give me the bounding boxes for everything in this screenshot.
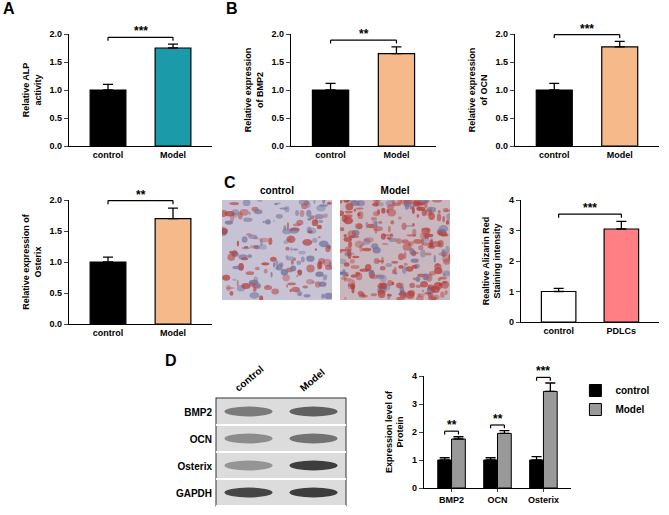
- svg-text:Relative expression ofOsterix: Relative expression ofOsterix: [21, 213, 43, 310]
- svg-text:2.0: 2.0: [495, 29, 508, 39]
- svg-text:Relative ALPactivity: Relative ALPactivity: [21, 63, 43, 118]
- svg-text:4: 4: [509, 195, 514, 205]
- svg-text:2.0: 2.0: [49, 29, 62, 39]
- svg-text:Realtive Alizarin RedStaining: Realtive Alizarin RedStaining intensity: [481, 217, 503, 306]
- svg-text:***: ***: [583, 201, 597, 215]
- svg-text:Expression level ofProtein: Expression level ofProtein: [384, 390, 406, 473]
- svg-text:3: 3: [412, 399, 417, 409]
- svg-text:1.5: 1.5: [49, 57, 62, 67]
- svg-text:Model: Model: [160, 150, 186, 160]
- svg-text:4: 4: [412, 371, 417, 381]
- svg-text:2.0: 2.0: [271, 29, 284, 39]
- svg-text:***: ***: [134, 24, 148, 38]
- svg-text:0.5: 0.5: [495, 113, 508, 123]
- svg-text:**: **: [493, 412, 503, 426]
- svg-text:control: control: [615, 385, 649, 396]
- svg-text:1.0: 1.0: [49, 85, 62, 95]
- svg-text:GAPDH: GAPDH: [176, 488, 212, 499]
- svg-text:0: 0: [412, 483, 417, 493]
- svg-text:2.0: 2.0: [49, 195, 62, 205]
- svg-text:Model: Model: [298, 366, 327, 393]
- svg-text:2: 2: [412, 427, 417, 437]
- svg-text:control: control: [543, 326, 574, 336]
- svg-text:Relative expressionof OCN: Relative expressionof OCN: [467, 48, 489, 133]
- svg-text:Model: Model: [383, 150, 409, 160]
- svg-text:3: 3: [509, 226, 514, 236]
- svg-text:1.0: 1.0: [49, 257, 62, 267]
- svg-text:1.0: 1.0: [271, 85, 284, 95]
- html-text:C: C: [224, 174, 236, 191]
- svg-text:0: 0: [509, 317, 514, 327]
- svg-text:1: 1: [412, 455, 417, 465]
- svg-text:1.5: 1.5: [495, 57, 508, 67]
- svg-text:0.5: 0.5: [49, 113, 62, 123]
- svg-text:control: control: [539, 150, 570, 160]
- svg-text:**: **: [447, 418, 457, 432]
- svg-text:2: 2: [509, 256, 514, 266]
- svg-text:BMP2: BMP2: [439, 495, 464, 505]
- svg-text:0.5: 0.5: [271, 113, 284, 123]
- svg-text:control: control: [93, 150, 124, 160]
- svg-text:Model: Model: [381, 185, 410, 196]
- svg-text:0.0: 0.0: [271, 141, 284, 151]
- html-text:D: D: [165, 352, 177, 369]
- svg-text:***: ***: [536, 364, 550, 378]
- svg-text:***: ***: [580, 22, 594, 36]
- svg-text:1.5: 1.5: [271, 57, 284, 67]
- svg-text:control: control: [233, 363, 266, 393]
- svg-text:control: control: [315, 150, 346, 160]
- svg-text:**: **: [136, 188, 146, 202]
- html-text:A: A: [3, 0, 15, 17]
- html-text:B: B: [226, 0, 238, 17]
- svg-text:OCN: OCN: [488, 495, 508, 505]
- svg-text:1.5: 1.5: [49, 226, 62, 236]
- svg-text:Osterix: Osterix: [178, 461, 213, 472]
- svg-text:Model: Model: [607, 150, 633, 160]
- svg-text:0.0: 0.0: [49, 319, 62, 329]
- svg-text:BMP2: BMP2: [184, 407, 212, 418]
- svg-text:0.0: 0.0: [49, 141, 62, 151]
- svg-text:Model: Model: [160, 328, 186, 338]
- svg-text:0.5: 0.5: [49, 288, 62, 298]
- svg-text:1: 1: [509, 287, 514, 297]
- svg-text:control: control: [93, 328, 124, 338]
- svg-text:PDLCs: PDLCs: [607, 326, 637, 336]
- svg-text:control: control: [260, 185, 294, 196]
- svg-text:Osterix: Osterix: [528, 495, 559, 505]
- svg-text:Relative expressionof BMP2: Relative expressionof BMP2: [243, 48, 265, 133]
- svg-text:1.0: 1.0: [495, 85, 508, 95]
- svg-text:Model: Model: [615, 404, 644, 415]
- svg-text:OCN: OCN: [190, 434, 212, 445]
- svg-text:**: **: [359, 27, 369, 41]
- svg-text:0.0: 0.0: [495, 141, 508, 151]
